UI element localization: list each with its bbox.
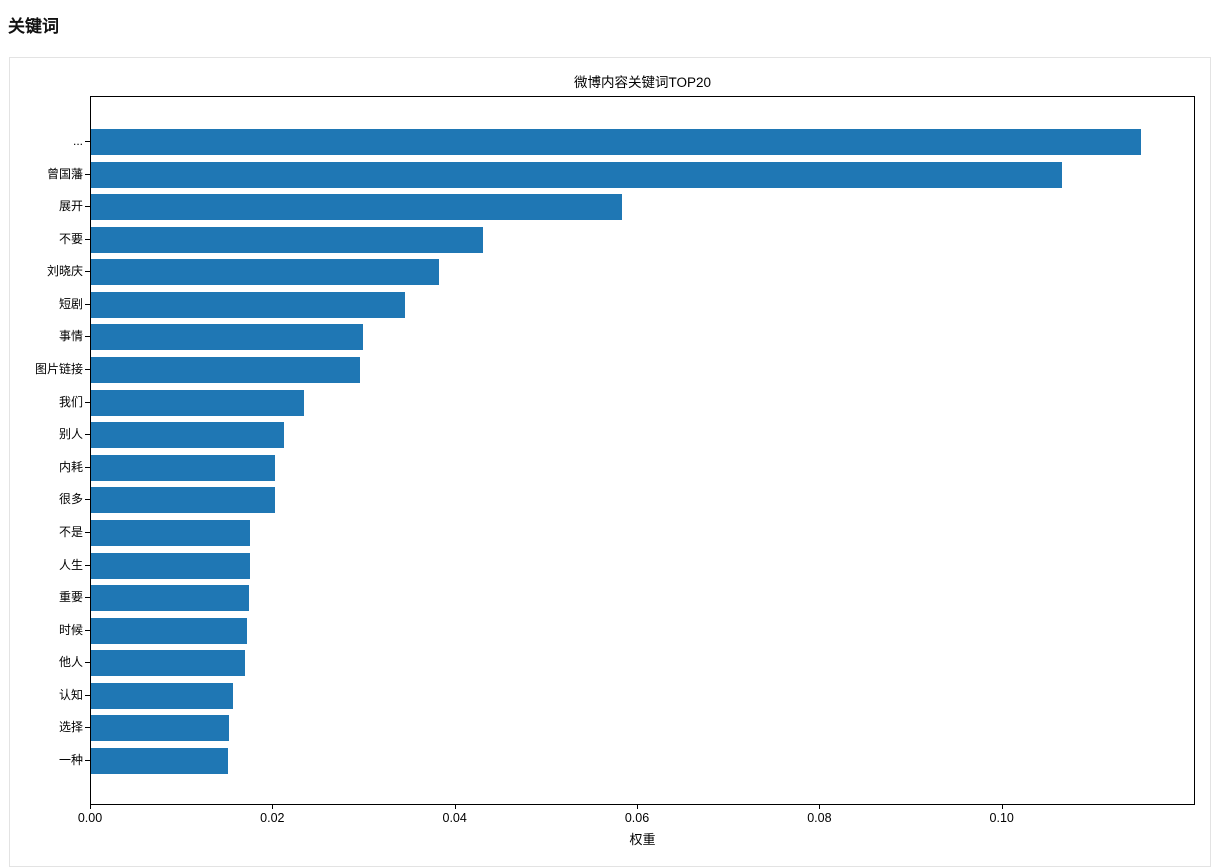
bar-15 bbox=[91, 585, 250, 612]
bar-4 bbox=[91, 226, 484, 253]
y-tick-mark bbox=[85, 173, 90, 175]
bar-7 bbox=[91, 324, 364, 351]
bar-20 bbox=[91, 748, 228, 774]
y-tick-mark bbox=[85, 401, 90, 403]
y-tick-mark bbox=[85, 694, 90, 696]
x-tick-label: 0.00 bbox=[77, 811, 103, 825]
x-tick-mark bbox=[272, 805, 274, 809]
x-tick-label: 0.10 bbox=[989, 811, 1014, 825]
bar-6 bbox=[91, 291, 405, 318]
y-tick-label: 我们 bbox=[58, 394, 83, 409]
y-tick-mark bbox=[85, 727, 90, 729]
y-tick-label: 选择 bbox=[58, 720, 83, 735]
y-tick-mark bbox=[85, 531, 90, 533]
bar-12 bbox=[91, 487, 275, 514]
y-tick-label: ... bbox=[72, 134, 83, 148]
bar-5 bbox=[91, 259, 439, 286]
bar-14 bbox=[91, 552, 251, 579]
y-tick-mark bbox=[85, 238, 90, 240]
x-tick-mark bbox=[819, 805, 821, 809]
bar-11 bbox=[91, 454, 275, 481]
bar-8 bbox=[91, 357, 361, 384]
y-tick-label: 时候 bbox=[58, 622, 83, 637]
y-tick-mark bbox=[85, 271, 90, 273]
y-tick-mark bbox=[85, 597, 90, 599]
y-tick-mark bbox=[85, 336, 90, 338]
y-tick-mark bbox=[85, 434, 90, 436]
y-tick-label: 很多 bbox=[58, 492, 83, 507]
y-tick-mark bbox=[85, 629, 90, 631]
chart-title: 微博内容关键词TOP20 bbox=[573, 75, 712, 90]
y-tick-label: 别人 bbox=[58, 427, 83, 442]
bar-17 bbox=[91, 650, 245, 677]
y-tick-mark bbox=[85, 369, 90, 371]
y-tick-mark bbox=[85, 760, 90, 761]
x-tick-mark bbox=[90, 805, 91, 809]
x-tick-label: 0.08 bbox=[807, 811, 832, 825]
y-tick-mark bbox=[85, 466, 90, 468]
x-tick-label: 0.04 bbox=[442, 811, 467, 825]
x-tick-label: 0.02 bbox=[260, 811, 285, 825]
x-tick-mark bbox=[454, 805, 456, 809]
y-tick-label: 图片链接 bbox=[34, 362, 83, 377]
bar-2 bbox=[91, 161, 1063, 188]
bar-16 bbox=[91, 617, 247, 644]
x-tick-label: 0.06 bbox=[624, 811, 650, 825]
y-tick-label: 展开 bbox=[58, 199, 83, 214]
keyword-chart-card: 微博内容关键词TOP20 ... 曾国藩展开不要刘晓庆短剧事情图片链接我们别人内耗… bbox=[9, 57, 1211, 867]
bar-18 bbox=[91, 682, 233, 709]
y-tick-mark bbox=[85, 564, 90, 566]
y-tick-label: 事情 bbox=[58, 329, 83, 344]
y-tick-label: 重要 bbox=[58, 590, 83, 605]
y-tick-mark bbox=[85, 662, 90, 664]
y-tick-label: 内耗 bbox=[58, 459, 83, 474]
plot-area bbox=[90, 96, 1195, 805]
bar-1 bbox=[91, 129, 1142, 155]
y-tick-label: 他人 bbox=[58, 655, 83, 670]
x-tick-mark bbox=[637, 805, 639, 809]
bar-9 bbox=[91, 389, 304, 416]
bar-19 bbox=[91, 715, 230, 742]
y-tick-label: 不是 bbox=[58, 524, 83, 539]
page-title: 关键词 bbox=[8, 17, 59, 36]
y-tick-label: 刘晓庆 bbox=[46, 264, 83, 279]
y-tick-label: 一种 bbox=[58, 753, 83, 767]
y-tick-mark bbox=[85, 303, 90, 305]
y-tick-mark bbox=[85, 141, 90, 142]
y-tick-label: 短剧 bbox=[58, 296, 83, 311]
bar-10 bbox=[91, 422, 284, 449]
x-axis-label: 权重 bbox=[629, 832, 656, 847]
y-tick-label: 曾国藩 bbox=[46, 166, 83, 181]
y-tick-label: 认知 bbox=[58, 687, 83, 702]
y-tick-label: 不要 bbox=[58, 231, 83, 246]
bar-13 bbox=[91, 519, 251, 546]
y-tick-mark bbox=[85, 206, 90, 208]
y-tick-mark bbox=[85, 499, 90, 501]
bar-3 bbox=[91, 194, 622, 221]
x-tick-mark bbox=[1001, 805, 1003, 809]
y-tick-label: 人生 bbox=[58, 557, 83, 572]
